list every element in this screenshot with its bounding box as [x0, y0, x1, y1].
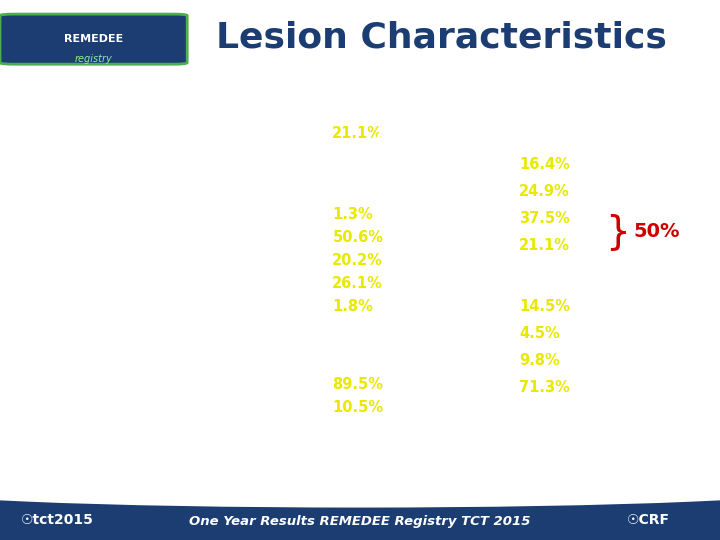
Text: 71.3%: 71.3%	[519, 381, 570, 395]
Text: Bypass graft: Bypass graft	[32, 299, 124, 314]
Text: 24.9%: 24.9%	[519, 184, 570, 199]
Text: 9.8%: 9.8%	[519, 353, 559, 368]
Text: REMEDEE: REMEDEE	[64, 34, 123, 44]
Text: One Year Results REMEDEE Registry TCT 2015: One Year Results REMEDEE Registry TCT 20…	[189, 515, 531, 528]
Text: 16.4%: 16.4%	[519, 157, 570, 172]
Text: RCA: RCA	[32, 276, 61, 291]
Text: A: A	[391, 157, 402, 172]
Text: Number of vessels treated: Number of vessels treated	[32, 352, 252, 367]
Text: B1: B1	[391, 184, 413, 199]
Text: ☉tct2015: ☉tct2015	[21, 512, 94, 526]
Text: 4.5%: 4.5%	[519, 326, 559, 341]
Text: 37.5%: 37.5%	[519, 211, 570, 226]
Text: Lesion Characteristics: Lesion Characteristics	[216, 21, 667, 55]
Text: 2: 2	[391, 353, 401, 368]
Text: Left main: Left main	[32, 207, 100, 222]
Text: Multivessel PCI: Multivessel PCI	[32, 400, 142, 415]
Text: C: C	[391, 238, 402, 253]
Text: registry: registry	[75, 53, 112, 64]
Text: LAD: LAD	[32, 230, 61, 245]
Text: 20.2%: 20.2%	[333, 253, 383, 268]
Text: 10.5%: 10.5%	[333, 400, 384, 415]
FancyBboxPatch shape	[0, 14, 187, 64]
Text: LCx: LCx	[32, 253, 58, 268]
Text: 14.5%: 14.5%	[519, 299, 570, 314]
Text: 1: 1	[391, 326, 401, 341]
Text: One vessel PCI: One vessel PCI	[32, 376, 140, 392]
Text: B2: B2	[391, 211, 413, 226]
Text: 3: 3	[391, 381, 401, 395]
Text: 26.1%: 26.1%	[333, 276, 383, 291]
Text: TIMI flow pre-procedure: TIMI flow pre-procedure	[377, 272, 577, 287]
Text: 50.6%: 50.6%	[333, 230, 383, 245]
Ellipse shape	[0, 468, 720, 508]
Text: 0: 0	[391, 299, 401, 314]
Text: }: }	[606, 213, 630, 251]
Text: 21.1%: 21.1%	[333, 126, 383, 140]
Text: AHA/ACC lesion type: AHA/ACC lesion type	[377, 126, 547, 140]
Text: 1.3%: 1.3%	[333, 207, 373, 222]
Text: 50%: 50%	[633, 222, 680, 241]
Text: 89.5%: 89.5%	[333, 376, 383, 392]
Text: 21.1%: 21.1%	[519, 238, 570, 253]
Text: 1.8%: 1.8%	[333, 299, 373, 314]
Text: Multivessel disease (>1 vessel, >70%): Multivessel disease (>1 vessel, >70%)	[32, 126, 350, 140]
Text: Treated lesions (n=1511): Treated lesions (n=1511)	[32, 181, 240, 197]
Bar	[0, 488, 720, 540]
Text: ☉CRF: ☉CRF	[626, 512, 670, 526]
